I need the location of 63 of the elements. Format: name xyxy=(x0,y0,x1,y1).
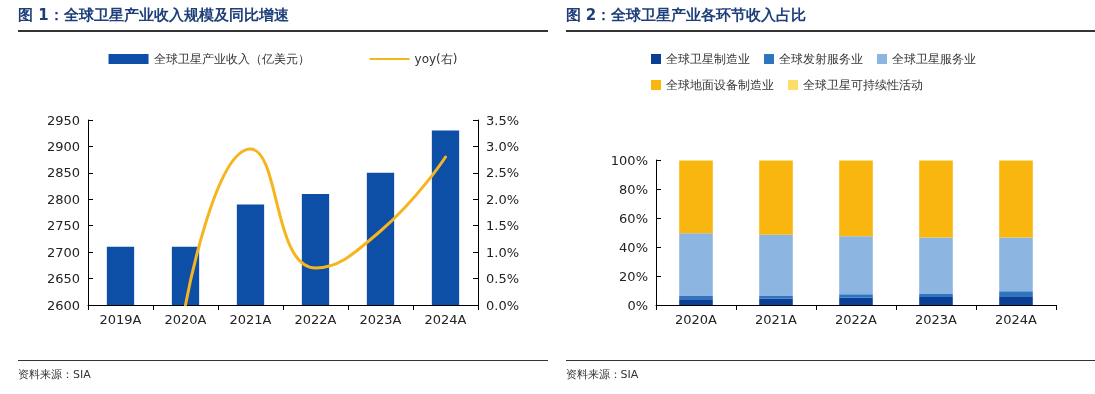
y-tick-label: 20% xyxy=(618,268,648,284)
y-tick-label: 0% xyxy=(626,297,648,313)
y-tick-label: 2950 xyxy=(46,112,80,128)
bar xyxy=(678,299,713,305)
bar xyxy=(998,160,1033,238)
legend-label: 全球卫星可持续性活动 xyxy=(802,78,923,92)
x-tick-label: 2019A xyxy=(99,312,142,327)
bar xyxy=(838,236,873,295)
bar xyxy=(838,160,873,237)
text: 资料来源：SIA xyxy=(18,360,548,382)
x-tick-label: 2021A xyxy=(229,312,272,327)
x-tick-label: 2020A xyxy=(164,312,207,327)
y2-tick-label: 0.5% xyxy=(486,271,520,287)
bar xyxy=(918,237,953,294)
x-tick-label: 2020A xyxy=(674,312,717,327)
x-tick-label: 2022A xyxy=(294,312,337,327)
x-tick-label: 2024A xyxy=(994,312,1037,327)
y2-tick-label: 2.0% xyxy=(486,191,520,207)
y2-tick-label: 1.0% xyxy=(486,244,520,260)
bar xyxy=(998,237,1033,292)
y-tick-label: 2700 xyxy=(46,244,80,260)
bar xyxy=(838,297,873,305)
x-tick-label: 2023A xyxy=(914,312,957,327)
chart-title: 图 2：全球卫星产业各环节收入占比 xyxy=(565,6,1095,32)
text: 资料来源：SIA xyxy=(565,360,1095,382)
legend-label: 全球卫星产业收入（亿美元） xyxy=(153,52,310,66)
y2-tick-label: 3.5% xyxy=(486,112,520,128)
y-tick-label: 2750 xyxy=(46,218,80,234)
legend-label: yoy(右) xyxy=(414,52,458,66)
bar xyxy=(918,293,953,298)
y2-tick-label: 0.0% xyxy=(486,297,520,313)
x-tick-label: 2024A xyxy=(424,312,467,327)
y-tick-label: 2600 xyxy=(46,297,80,313)
bar xyxy=(678,160,713,234)
y2-tick-label: 3.0% xyxy=(486,138,520,154)
y2-tick-label: 2.5% xyxy=(486,165,520,181)
legend-label: 全球地面设备制造业 xyxy=(665,78,774,92)
bar xyxy=(678,233,713,296)
bar xyxy=(758,160,793,235)
bar xyxy=(758,298,793,305)
x-tick-label: 2021A xyxy=(754,312,797,327)
bar xyxy=(918,160,953,238)
bar xyxy=(998,291,1033,297)
legend-label: 全球发射服务业 xyxy=(778,52,863,66)
y-tick-label: 2900 xyxy=(46,138,80,154)
y-tick-label: 40% xyxy=(618,239,648,255)
y-tick-label: 80% xyxy=(618,181,648,197)
line-series xyxy=(184,147,447,307)
bar xyxy=(998,296,1033,305)
bar xyxy=(918,297,953,305)
chart-title: 图 1：全球卫星产业收入规模及同比增速 xyxy=(18,6,548,32)
bar xyxy=(758,234,793,296)
x-tick-label: 2022A xyxy=(834,312,877,327)
legend-label: 全球卫星制造业 xyxy=(665,52,750,66)
y-tick-label: 60% xyxy=(618,210,648,226)
legend-label: 全球卫星服务业 xyxy=(891,52,976,66)
x-tick-label: 2023A xyxy=(359,312,402,327)
y-tick-label: 2650 xyxy=(46,271,80,287)
y2-tick-label: 1.5% xyxy=(486,218,520,234)
bar xyxy=(838,294,873,298)
y-tick-label: 2850 xyxy=(46,165,80,181)
y-tick-label: 100% xyxy=(610,152,648,168)
y-tick-label: 2800 xyxy=(46,191,80,207)
